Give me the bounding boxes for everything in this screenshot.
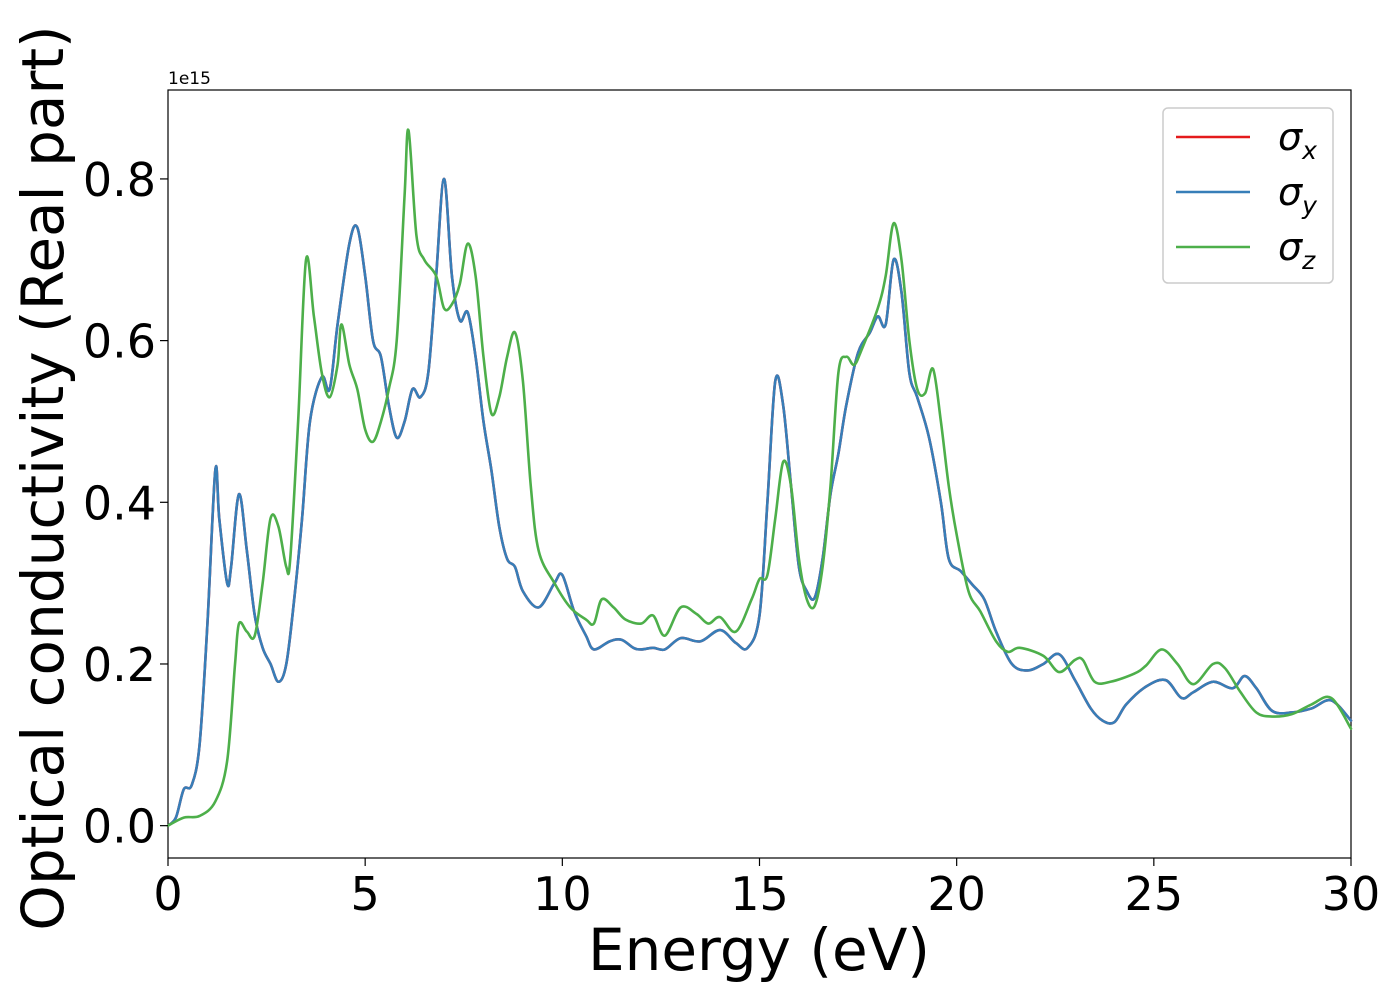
y-tick-label: 0.6 (83, 315, 156, 369)
y-tick-label: 0.4 (83, 476, 156, 530)
legend-label-z: σz (1278, 225, 1316, 275)
y-tick-label: 0.0 (83, 800, 156, 854)
plot-area (166, 89, 1353, 859)
x-axis-label: Energy (eV) (588, 916, 930, 984)
x-tick-label: 0 (153, 867, 182, 921)
y-offset-label: 1e15 (168, 69, 211, 89)
plot-frame (167, 89, 1352, 859)
y-axis: 0.0 0.2 0.4 0.6 0.8 (83, 153, 168, 854)
series-line-y (166, 177, 1353, 827)
x-tick-label: 5 (351, 867, 380, 921)
legend-frame (1162, 107, 1334, 284)
x-tick-label: 25 (1125, 867, 1184, 921)
x-tick-label: 15 (730, 867, 789, 921)
y-axis-label: Optical conductivity (Real part) (9, 25, 77, 930)
x-tick-label: 10 (533, 867, 592, 921)
series-line-z (166, 128, 1353, 827)
legend-label-x: σx (1278, 115, 1317, 165)
y-tick-label: 0.2 (83, 638, 156, 692)
x-tick-label: 30 (1322, 867, 1381, 921)
legend-label-y: σy (1278, 170, 1318, 220)
series-layer (166, 128, 1353, 827)
x-axis: 0 5 10 15 20 25 30 (153, 858, 1380, 921)
x-tick-label: 20 (927, 867, 986, 921)
y-tick-label: 0.8 (83, 153, 156, 207)
